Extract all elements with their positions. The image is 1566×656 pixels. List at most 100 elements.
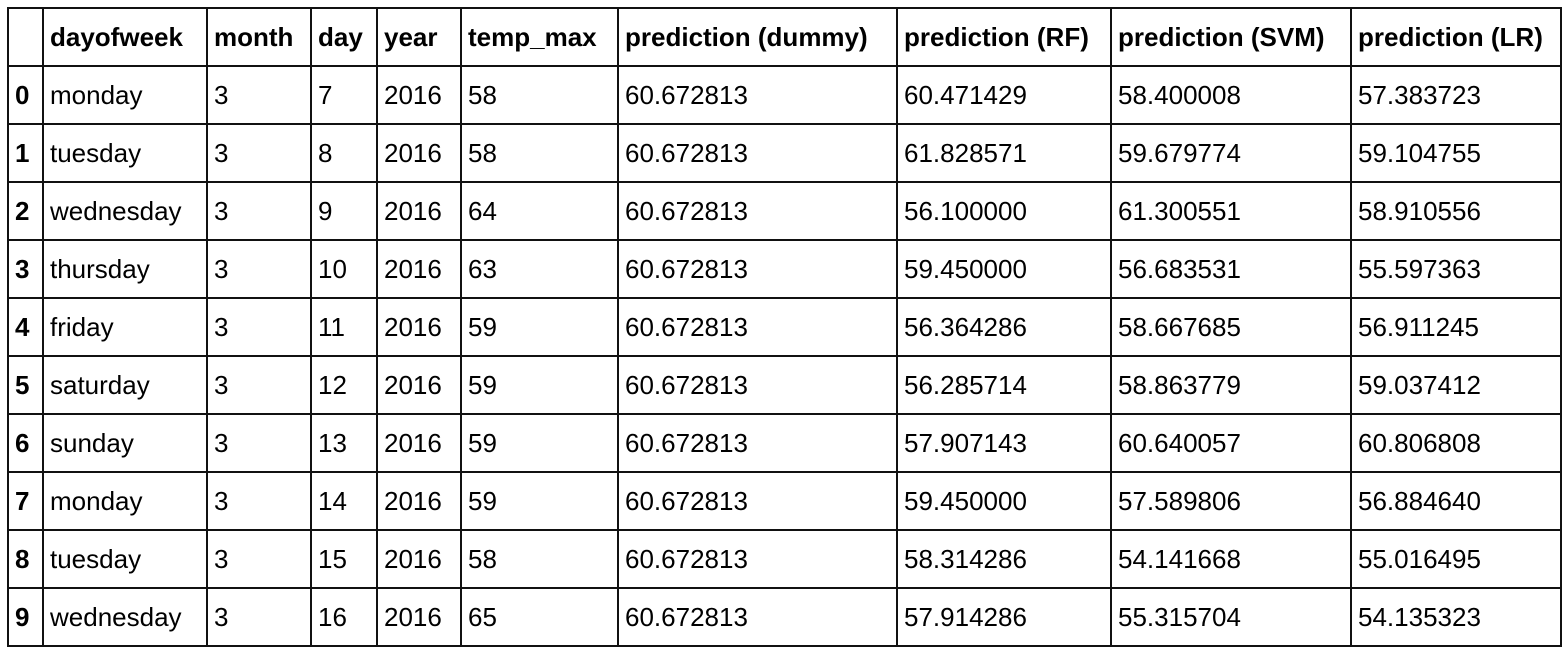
table-cell: tuesday <box>42 123 208 183</box>
table-cell: 60.672813 <box>617 297 898 357</box>
row-index: 3 <box>7 239 44 299</box>
table-cell: 12 <box>310 355 378 415</box>
table-cell: 2016 <box>376 297 462 357</box>
table-cell: 3 <box>206 355 312 415</box>
table-cell: 14 <box>310 471 378 531</box>
table-cell: 59.679774 <box>1110 123 1352 183</box>
table-cell: 2016 <box>376 529 462 589</box>
table-cell: 11 <box>310 297 378 357</box>
table-cell: 13 <box>310 413 378 473</box>
column-header: month <box>206 7 312 67</box>
table-cell: 56.911245 <box>1350 297 1562 357</box>
table-cell: 56.100000 <box>896 181 1112 241</box>
table-row: 8 tuesday 3 15 2016 58 60.672813 58.314286 54.14… <box>7 529 1562 589</box>
table-cell: 59 <box>460 297 619 357</box>
column-header: temp_max <box>460 7 619 67</box>
table-cell: 60.471429 <box>896 65 1112 125</box>
table-cell: 60.672813 <box>617 123 898 183</box>
table-cell: 3 <box>206 65 312 125</box>
table-cell: 59 <box>460 413 619 473</box>
header-row: dayofweek month day year temp_max prediction … <box>7 7 1562 67</box>
table-cell: 58.314286 <box>896 529 1112 589</box>
table-row: 5 saturday 3 12 2016 59 60.672813 56.285714 58.8… <box>7 355 1562 415</box>
table-cell: 58.863779 <box>1110 355 1352 415</box>
column-header: prediction (SVM) <box>1110 7 1352 67</box>
table-cell: 58 <box>460 123 619 183</box>
table-cell: 59 <box>460 471 619 531</box>
row-index: 9 <box>7 587 44 647</box>
table-cell: 8 <box>310 123 378 183</box>
table-cell: wednesday <box>42 587 208 647</box>
table-cell: 54.141668 <box>1110 529 1352 589</box>
table-cell: 57.383723 <box>1350 65 1562 125</box>
row-index: 7 <box>7 471 44 531</box>
column-header: dayofweek <box>42 7 208 67</box>
row-index: 1 <box>7 123 44 183</box>
table-cell: 2016 <box>376 65 462 125</box>
table-row: 9 wednesday 3 16 2016 65 60.672813 57.914286 55.… <box>7 587 1562 647</box>
table-cell: wednesday <box>42 181 208 241</box>
row-index: 8 <box>7 529 44 589</box>
table-cell: 61.300551 <box>1110 181 1352 241</box>
row-index: 6 <box>7 413 44 473</box>
table-header: dayofweek month day year temp_max prediction … <box>7 7 1562 67</box>
column-header: year <box>376 7 462 67</box>
table-cell: 58.400008 <box>1110 65 1352 125</box>
table-cell: friday <box>42 297 208 357</box>
table-cell: 56.683531 <box>1110 239 1352 299</box>
table-cell: 58 <box>460 65 619 125</box>
table-row: 0 monday 3 7 2016 58 60.672813 60.471429 58.4000… <box>7 65 1562 125</box>
table-cell: 57.907143 <box>896 413 1112 473</box>
table-cell: 59 <box>460 355 619 415</box>
table-cell: 2016 <box>376 239 462 299</box>
table-cell: 10 <box>310 239 378 299</box>
table-row: 2 wednesday 3 9 2016 64 60.672813 56.100000 61.3… <box>7 181 1562 241</box>
table-cell: 57.914286 <box>896 587 1112 647</box>
table-cell: 16 <box>310 587 378 647</box>
table-cell: 55.016495 <box>1350 529 1562 589</box>
table-cell: 65 <box>460 587 619 647</box>
table-cell: 7 <box>310 65 378 125</box>
table-row: 4 friday 3 11 2016 59 60.672813 56.364286 58.667… <box>7 297 1562 357</box>
table-cell: 60.672813 <box>617 239 898 299</box>
table-cell: 58.667685 <box>1110 297 1352 357</box>
table-cell: 58.910556 <box>1350 181 1562 241</box>
table-cell: 59.450000 <box>896 471 1112 531</box>
table-cell: 60.672813 <box>617 413 898 473</box>
table-cell: 60.640057 <box>1110 413 1352 473</box>
table-cell: saturday <box>42 355 208 415</box>
table-cell: 56.285714 <box>896 355 1112 415</box>
column-header: day <box>310 7 378 67</box>
table-cell: 3 <box>206 413 312 473</box>
table-cell: 2016 <box>376 123 462 183</box>
table-cell: 2016 <box>376 413 462 473</box>
table-cell: 60.672813 <box>617 587 898 647</box>
table-cell: monday <box>42 65 208 125</box>
table-cell: 61.828571 <box>896 123 1112 183</box>
table-cell: 3 <box>206 181 312 241</box>
row-index: 4 <box>7 297 44 357</box>
table-cell: 64 <box>460 181 619 241</box>
table-cell: 3 <box>206 587 312 647</box>
row-index: 0 <box>7 65 44 125</box>
table-cell: 58 <box>460 529 619 589</box>
table-cell: 59.450000 <box>896 239 1112 299</box>
table-cell: 3 <box>206 239 312 299</box>
table-cell: 3 <box>206 297 312 357</box>
index-header <box>7 7 44 67</box>
table-body: 0 monday 3 7 2016 58 60.672813 60.471429 58.4000… <box>7 65 1562 647</box>
table-cell: monday <box>42 471 208 531</box>
table-cell: 57.589806 <box>1110 471 1352 531</box>
column-header: prediction (RF) <box>896 7 1112 67</box>
table-cell: 2016 <box>376 181 462 241</box>
column-header: prediction (dummy) <box>617 7 898 67</box>
table-cell: thursday <box>42 239 208 299</box>
table-cell: 54.135323 <box>1350 587 1562 647</box>
table-cell: 59.104755 <box>1350 123 1562 183</box>
table-cell: 60.672813 <box>617 529 898 589</box>
table-row: 1 tuesday 3 8 2016 58 60.672813 61.828571 59.679… <box>7 123 1562 183</box>
table-cell: sunday <box>42 413 208 473</box>
table-cell: 60.672813 <box>617 65 898 125</box>
table-cell: 3 <box>206 529 312 589</box>
column-header: prediction (LR) <box>1350 7 1562 67</box>
